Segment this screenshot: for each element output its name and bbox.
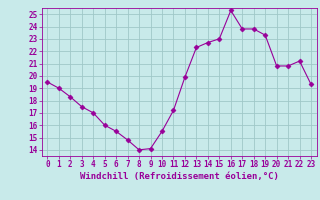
X-axis label: Windchill (Refroidissement éolien,°C): Windchill (Refroidissement éolien,°C) xyxy=(80,172,279,181)
